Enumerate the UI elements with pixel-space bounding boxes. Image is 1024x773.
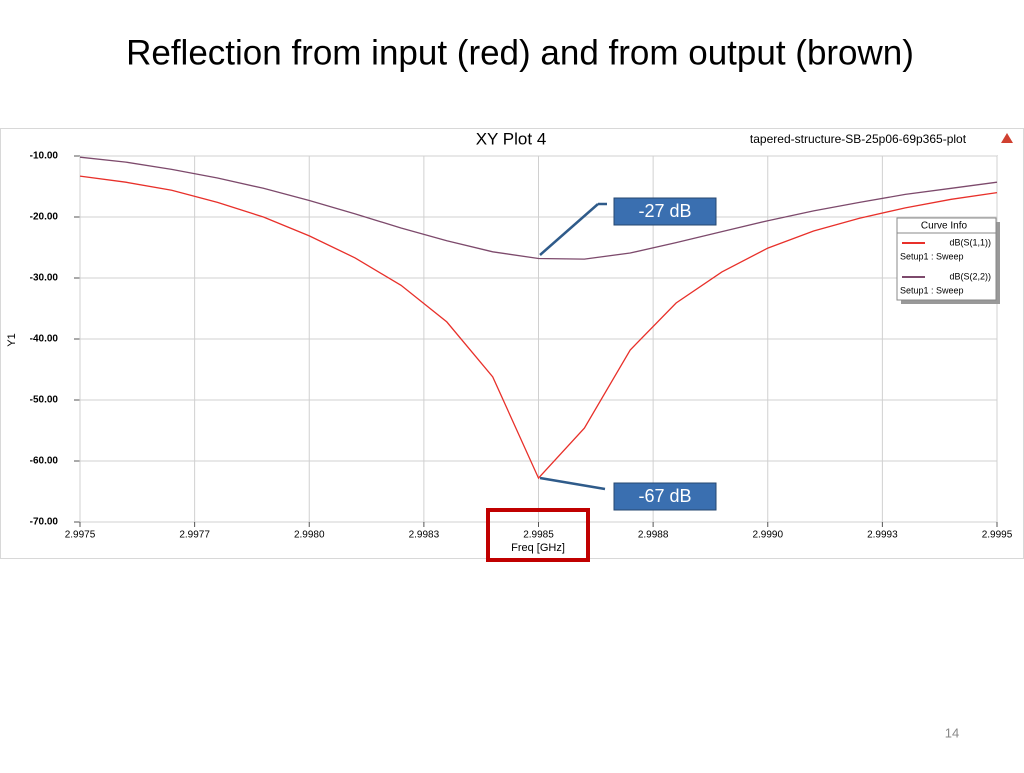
lines — [79, 156, 998, 480]
x-tick-label: 2.9985 — [523, 530, 554, 541]
page-number: 14 — [945, 725, 959, 740]
y-tick-label: -60.00 — [30, 456, 59, 467]
annotation-box — [613, 482, 717, 511]
y-tick-label: -10.00 — [30, 151, 59, 162]
callout-line — [539, 476, 606, 491]
legend-label: dB(S(1,1)) — [949, 237, 991, 247]
slide-title: Reflection from input (red) and from out… — [126, 33, 914, 72]
series-line — [79, 156, 998, 260]
legend — [896, 217, 997, 301]
y-tick-label: -70.00 — [30, 517, 59, 528]
y-tick-label: -30.00 — [30, 273, 59, 284]
x-tick-label: 2.9977 — [179, 530, 210, 541]
annotation: -67 dB — [638, 486, 691, 506]
y-tick-label: -20.00 — [30, 212, 59, 223]
legend-setup: Setup1 : Sweep — [900, 285, 964, 295]
x-tick-label: 2.9983 — [409, 530, 440, 541]
x-tick-label: 2.9988 — [638, 530, 669, 541]
annotation-box — [613, 197, 717, 226]
legend-label: dB(S(2,2)) — [949, 271, 991, 281]
series-line — [79, 175, 998, 480]
x-axis-label: Freq [GHz] — [511, 542, 565, 554]
legend-entries: dB(S(1,1)) Setup1 : Sweep dB(S(2,2)) Setup1… — [900, 237, 991, 295]
chart-subtitle: tapered-structure-SB-25p06-69p365-plot — [750, 132, 967, 146]
x-tick-label: 2.9995 — [982, 530, 1013, 541]
x-tick-label: 2.9990 — [752, 530, 783, 541]
icon — [1001, 133, 1013, 143]
y-axis-label: Y1 — [6, 333, 18, 346]
chart-title: XY Plot 4 — [476, 129, 547, 148]
x-tick-label: 2.9993 — [867, 530, 898, 541]
legend-title: Curve Info — [921, 221, 968, 232]
x-tick-label: 2.9975 — [65, 530, 96, 541]
callout-line — [539, 203, 599, 256]
y-tick-label: -50.00 — [30, 395, 59, 406]
highlight-box — [486, 508, 590, 562]
annotation: -27 dB — [638, 201, 691, 221]
y-tick-label: -40.00 — [30, 334, 59, 345]
legend-setup: Setup1 : Sweep — [900, 251, 964, 261]
x-tick-label: 2.9980 — [294, 530, 325, 541]
